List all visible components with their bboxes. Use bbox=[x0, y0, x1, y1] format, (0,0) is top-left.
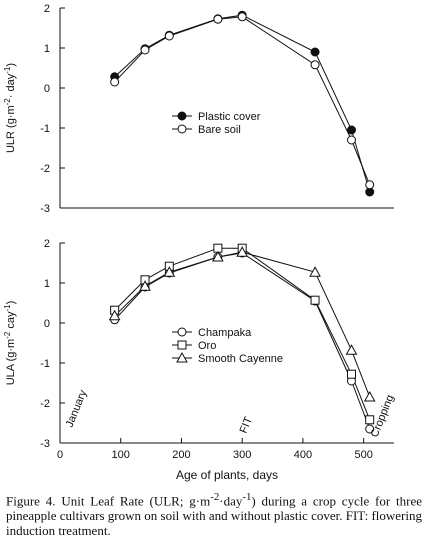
legend-label: Champaka bbox=[198, 327, 252, 339]
x-tick-label: 500 bbox=[354, 449, 372, 461]
y-tick-label: 1 bbox=[44, 43, 50, 55]
y-tick-label: 0 bbox=[44, 83, 50, 95]
x-tick-label: 0 bbox=[57, 449, 63, 461]
data-point bbox=[345, 344, 358, 355]
data-point bbox=[164, 31, 174, 41]
data-point bbox=[346, 135, 356, 145]
data-point bbox=[365, 415, 375, 425]
legend-label: Bare soil bbox=[198, 124, 241, 136]
y-axis-label: ULA (g·m-2 cay-1) bbox=[3, 301, 17, 386]
data-point bbox=[140, 45, 150, 55]
legend-marker bbox=[177, 111, 187, 121]
data-point bbox=[363, 390, 376, 402]
series-line-1 bbox=[114, 252, 371, 430]
figure-caption: Figure 4. Unit Leaf Rate (ULR; g·m-2·day… bbox=[6, 491, 422, 539]
x-tick-label: 300 bbox=[233, 449, 251, 461]
series-line-3 bbox=[114, 251, 371, 398]
legend-marker bbox=[177, 327, 187, 337]
series-line-1 bbox=[114, 14, 371, 193]
data-point bbox=[237, 12, 247, 22]
y-tick-label: 1 bbox=[44, 278, 50, 290]
y-tick-label: -3 bbox=[40, 438, 50, 450]
data-point bbox=[110, 77, 120, 87]
data-point bbox=[346, 369, 356, 379]
y-tick-label: 2 bbox=[44, 3, 50, 15]
data-point bbox=[108, 309, 121, 321]
data-point bbox=[236, 246, 249, 257]
data-point bbox=[365, 424, 375, 434]
data-point bbox=[310, 295, 320, 305]
data-point bbox=[212, 250, 224, 262]
y-tick-label: 2 bbox=[44, 238, 50, 250]
data-point bbox=[309, 266, 321, 277]
y-tick-label: -1 bbox=[40, 123, 50, 135]
x-tick-label: 400 bbox=[294, 449, 312, 461]
legend-label: Oro bbox=[198, 340, 216, 352]
legend-marker bbox=[177, 340, 187, 350]
y-tick-label: -3 bbox=[40, 203, 50, 215]
data-point bbox=[163, 266, 176, 277]
data-point bbox=[139, 280, 151, 291]
legend-marker bbox=[177, 124, 187, 134]
y-tick-label: -2 bbox=[40, 398, 50, 410]
series-line-2 bbox=[114, 16, 371, 185]
annotation-label: January bbox=[64, 388, 90, 429]
data-point bbox=[346, 125, 356, 135]
data-point bbox=[310, 60, 320, 70]
data-point bbox=[310, 47, 320, 57]
legend-marker bbox=[176, 351, 188, 363]
y-axis-label: ULR (g·m-2· day-1) bbox=[3, 63, 17, 153]
x-axis-label: Age of plants, days bbox=[176, 468, 278, 482]
legend-label: Smooth Cayenne bbox=[198, 353, 283, 365]
x-tick-label: 100 bbox=[112, 449, 130, 461]
data-point bbox=[213, 14, 223, 24]
legend-label: Plastic cover bbox=[198, 111, 261, 123]
y-tick-label: 0 bbox=[44, 318, 50, 330]
chart-panel-2: -3 -2 -1 0 1 2 0 100 200 300 400 500 ChampakaOroSmoo… bbox=[40, 238, 396, 482]
data-point bbox=[365, 180, 375, 190]
annotation-label: FIT bbox=[238, 415, 255, 435]
y-tick-label: -2 bbox=[40, 163, 50, 175]
y-tick-label: -1 bbox=[40, 358, 50, 370]
x-tick-label: 200 bbox=[172, 449, 190, 461]
